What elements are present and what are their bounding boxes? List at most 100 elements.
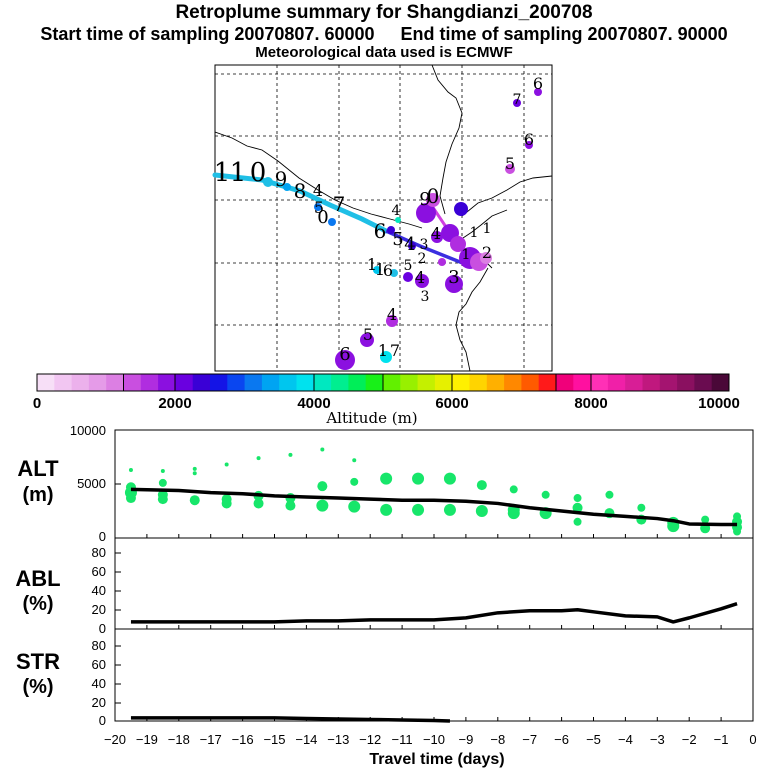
x-tick-labels: −20 −19 −18 −17 −16 −15 −14 −13 −12 −11 −10 −9 −8 −7−… xyxy=(104,732,757,747)
alt-particles xyxy=(124,447,743,536)
x-tick-label: −7 xyxy=(522,732,537,747)
day-label: 0 xyxy=(250,158,267,188)
x-tick-label: −20 xyxy=(104,732,126,747)
abl-ytick: 80 xyxy=(92,545,106,560)
day-label: 0 xyxy=(427,184,440,208)
day-label: 9 xyxy=(419,189,430,210)
colorbar-swatch xyxy=(106,374,124,391)
figure-title: Retroplume summary for Shangdianzi_20070… xyxy=(175,2,593,23)
x-tick-label: −3 xyxy=(650,732,665,747)
alt-particle xyxy=(573,494,582,503)
alt-particle xyxy=(158,478,167,487)
panel-frames xyxy=(114,429,754,722)
alt-particle xyxy=(380,472,393,485)
alt-particle xyxy=(221,498,232,509)
colorbar-swatch xyxy=(434,374,453,391)
x-tick-label: −1 xyxy=(714,732,729,747)
alt-particle xyxy=(316,499,329,512)
colorbar-tick: 0 xyxy=(33,395,41,412)
sampling-times: Start time of sampling 20070807. 60000 En… xyxy=(0,24,768,45)
x-tick-label: −12 xyxy=(359,732,381,747)
plume-marker xyxy=(360,333,374,347)
x-tick-label: −17 xyxy=(200,732,222,747)
colorbar-tick: 2000 xyxy=(158,395,191,412)
abl-ytick: 20 xyxy=(92,602,106,617)
day-label: 4 xyxy=(387,305,397,324)
colorbar-swatch xyxy=(469,374,488,391)
alt-particle xyxy=(352,458,357,463)
colorbar-swatch xyxy=(331,374,349,391)
colorbar-swatch xyxy=(54,374,72,391)
colorbar-tick: 8000 xyxy=(574,395,607,412)
colorbar-swatch xyxy=(625,374,643,391)
colorbar-swatch xyxy=(694,374,713,391)
plume-marker xyxy=(454,202,468,216)
colorbar-swatch xyxy=(383,374,401,391)
colorbar-swatch xyxy=(400,374,418,391)
colorbar-swatch xyxy=(37,374,55,391)
colorbar-swatch xyxy=(261,374,280,391)
day-label: 3 xyxy=(421,289,430,305)
alt-particle xyxy=(605,490,614,499)
colorbar-tick: 4000 xyxy=(297,395,330,412)
series-lines xyxy=(130,487,753,723)
colorbar-label: Altitude (m) xyxy=(325,409,417,427)
day-label: 4 xyxy=(431,224,441,243)
colorbar-swatch xyxy=(452,374,470,391)
alt-unit: (m) xyxy=(22,484,53,506)
alt-ytick: 5000 xyxy=(77,476,106,491)
day-label: 6 xyxy=(339,344,350,365)
alt-particle xyxy=(412,472,425,485)
colorbar-swatch xyxy=(677,374,695,391)
day-label: 4 xyxy=(404,234,415,255)
alt-particle xyxy=(637,503,646,512)
colorbar-swatch xyxy=(521,374,540,391)
x-tick-label: −5 xyxy=(586,732,601,747)
alt-particle xyxy=(541,490,550,499)
plume-markers xyxy=(263,88,542,370)
plume-marker xyxy=(438,258,446,266)
abl-unit: (%) xyxy=(22,593,53,615)
day-label: 6 xyxy=(533,74,543,93)
abl-ytick: 0 xyxy=(99,621,106,636)
colorbar-swatch xyxy=(175,374,194,391)
colorbar-swatch xyxy=(573,374,591,391)
y-ticks xyxy=(115,429,121,704)
alt-particle xyxy=(509,485,518,494)
plume-marker xyxy=(505,164,515,174)
day-label: 3 xyxy=(448,267,459,288)
day-label: 5 xyxy=(363,325,373,344)
colorbar-swatch xyxy=(417,374,436,391)
plume-marker xyxy=(263,177,273,187)
day-label: 7 xyxy=(513,92,522,108)
colorbar-swatch xyxy=(158,374,176,391)
plume-marker xyxy=(328,218,336,226)
day-label: 2 xyxy=(482,243,492,262)
x-tick-label: −14 xyxy=(295,732,317,747)
plume-marker xyxy=(283,183,291,191)
alt-ytick: 0 xyxy=(99,529,106,544)
map-frame xyxy=(214,64,553,372)
day-label: 8 xyxy=(294,179,307,203)
plume-marker xyxy=(426,193,440,207)
colorbar-tick: 6000 xyxy=(435,395,468,412)
colorbar-tick-labels: 0 2000 4000 6000 8000 10000 xyxy=(33,395,740,412)
x-tick-label: −11 xyxy=(392,732,413,747)
colorbar-swatch xyxy=(296,374,315,391)
alt-particle xyxy=(317,481,328,492)
alt-particle xyxy=(476,480,487,491)
x-tick-label: −6 xyxy=(554,732,569,747)
day-label: 0 xyxy=(317,207,328,228)
day-label: 5 xyxy=(314,198,324,217)
x-tick-label: 0 xyxy=(749,732,756,747)
colorbar-swatch xyxy=(642,374,661,391)
alt-label: ALT xyxy=(17,456,59,481)
colorbar-swatch xyxy=(607,374,626,391)
day-label: 3 xyxy=(420,237,429,253)
day-label: 5 xyxy=(505,154,515,173)
alt-particle xyxy=(572,502,583,513)
day-label: 1 xyxy=(375,260,385,279)
colorbar-swatch xyxy=(556,374,574,391)
